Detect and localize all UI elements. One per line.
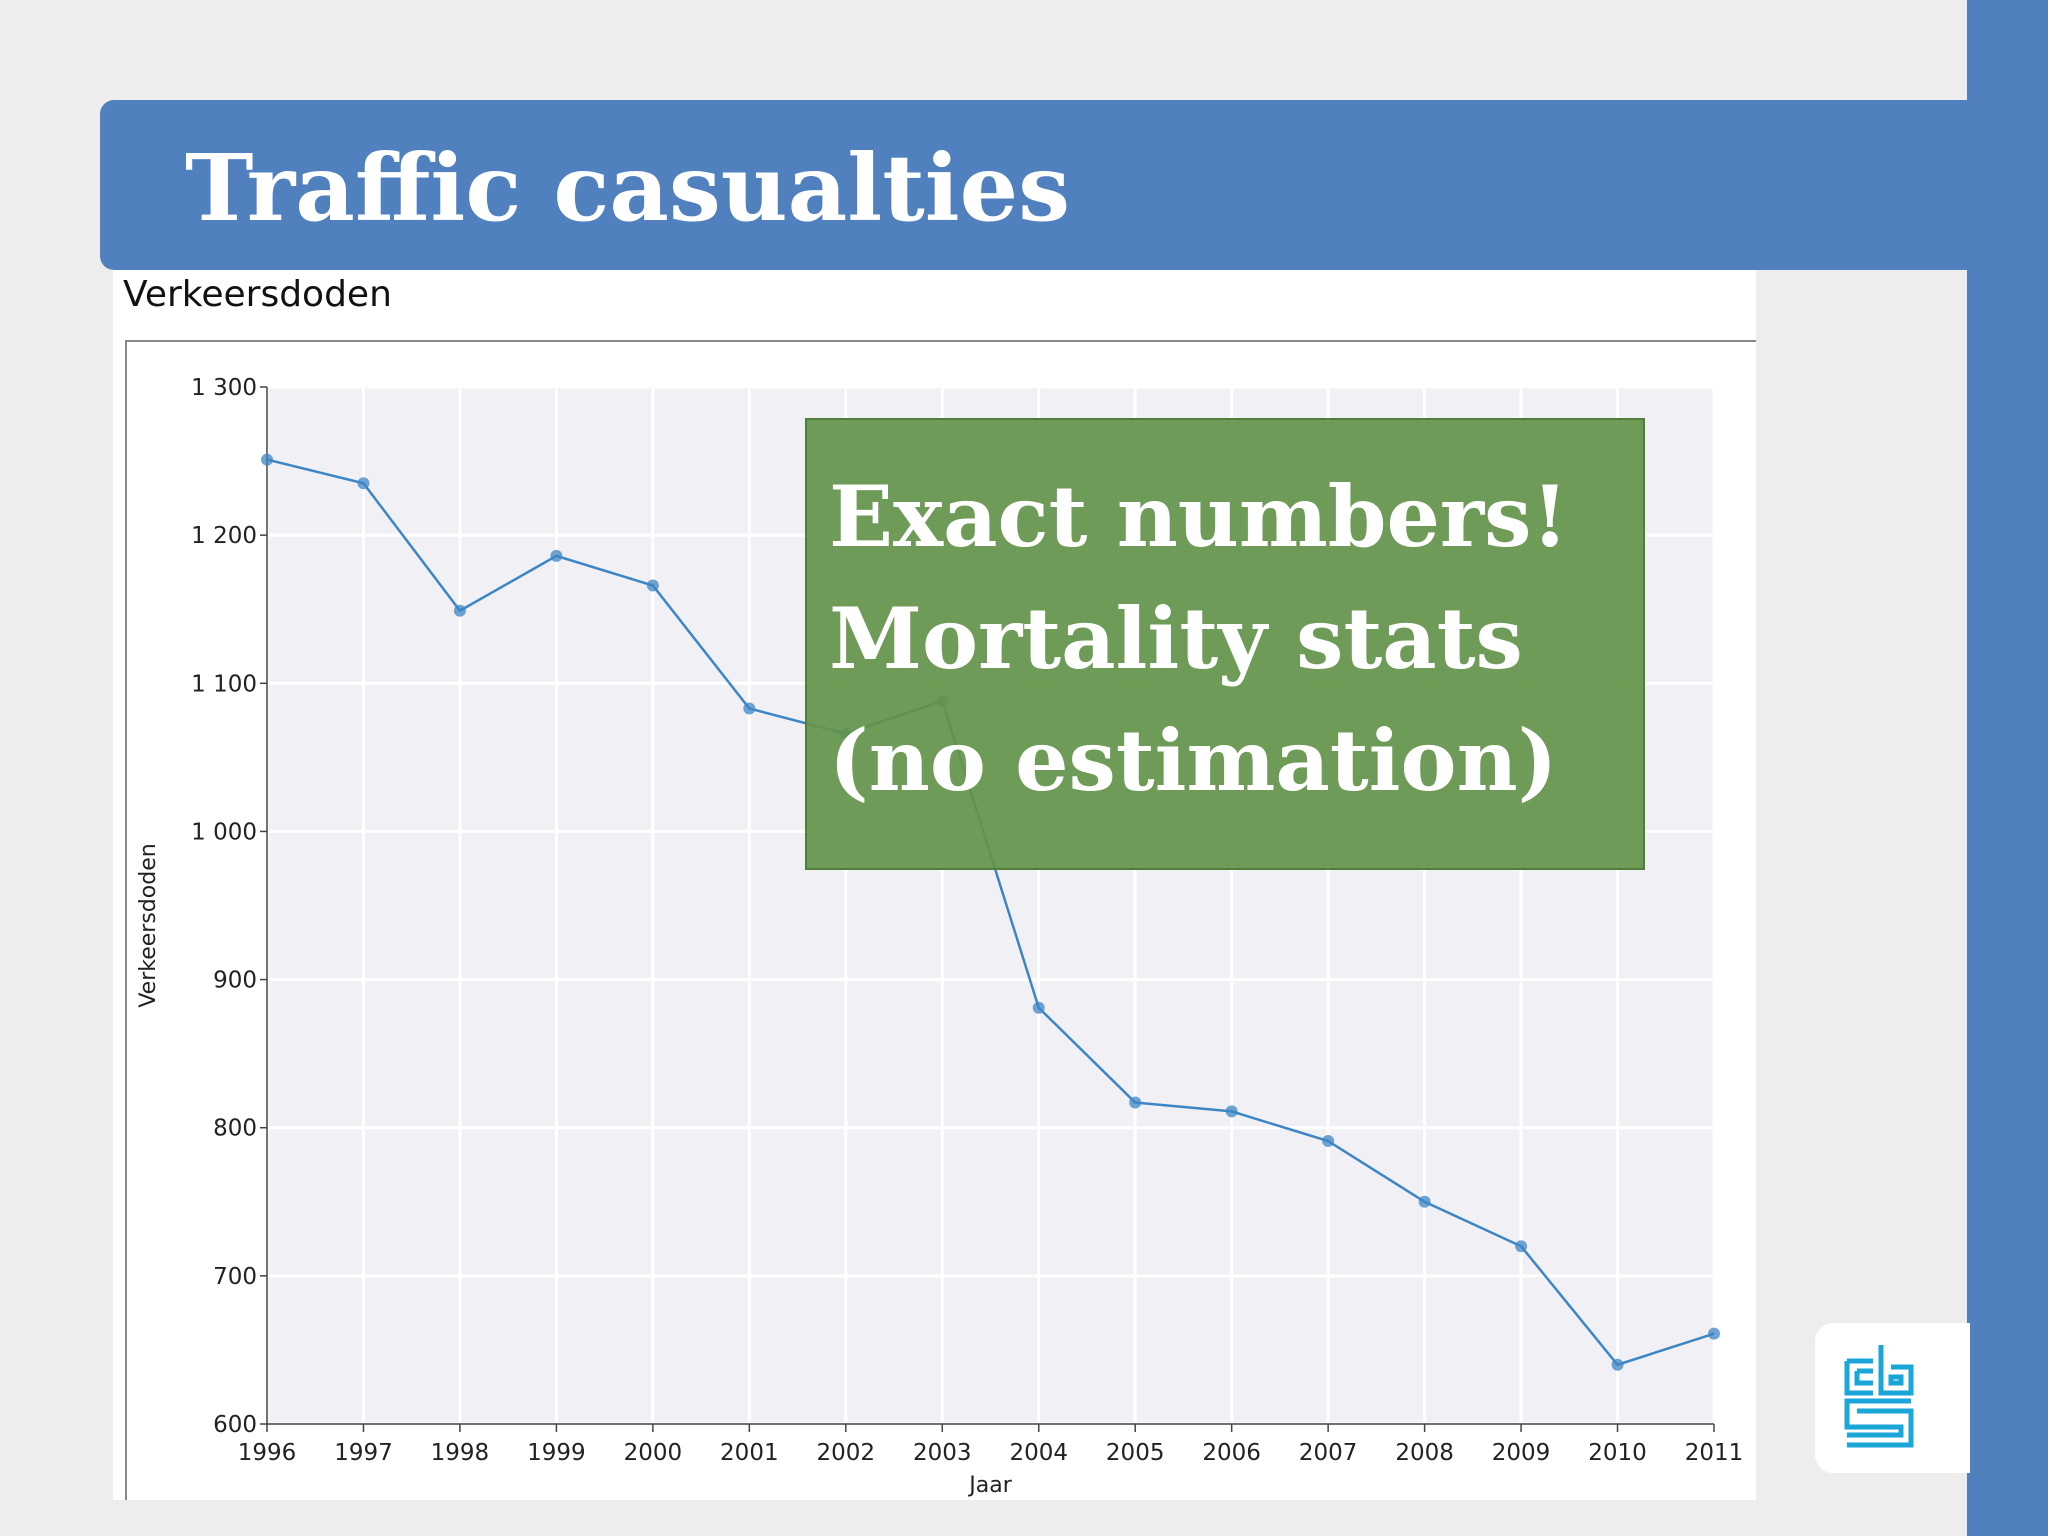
y-tick-label: 800: [213, 1116, 257, 1142]
data-point: [646, 579, 659, 592]
data-point: [1418, 1195, 1431, 1208]
x-tick-label: 1996: [238, 1440, 297, 1466]
x-tick-label: 2000: [624, 1440, 683, 1466]
data-point: [1708, 1327, 1720, 1340]
x-tick-label: 2007: [1299, 1440, 1358, 1466]
x-tick-label: 2008: [1395, 1440, 1454, 1466]
x-tick-label: 1999: [527, 1440, 586, 1466]
y-tick-label: 1 200: [191, 523, 257, 549]
chart-title: Verkeersdoden: [123, 274, 392, 315]
callout-line-1: Exact numbers!: [829, 467, 1569, 566]
data-point: [1322, 1135, 1335, 1148]
y-tick-label: 1 000: [191, 819, 257, 845]
x-tick-label: 2001: [720, 1440, 779, 1466]
y-tick-label: 600: [213, 1412, 257, 1438]
x-tick-label: 2004: [1009, 1440, 1068, 1466]
y-tick-label: 1 300: [191, 375, 257, 401]
data-point: [1611, 1358, 1624, 1371]
data-point: [261, 453, 273, 466]
callout-line-2: Mortality stats: [829, 589, 1523, 688]
cbs-logo-icon: [1844, 1345, 1914, 1448]
callout-line-3: (no estimation): [829, 711, 1558, 810]
data-point: [453, 604, 466, 617]
data-point: [1129, 1096, 1142, 1109]
axes: 600 700 800 900 1 000 1 100 1 200 1 300 1996 1997…: [191, 375, 1743, 1466]
x-tick-label: 2006: [1202, 1440, 1261, 1466]
data-point: [550, 549, 563, 562]
x-tick-label: 1997: [334, 1440, 393, 1466]
x-tick-label: 2005: [1106, 1440, 1165, 1466]
y-axis-label: Verkeersdoden: [136, 843, 161, 1007]
slide-title: Traffic casualties: [185, 134, 1071, 242]
y-tick-label: 700: [213, 1264, 257, 1290]
data-point: [1515, 1240, 1528, 1253]
x-tick-label: 2002: [817, 1440, 876, 1466]
x-tick-label: 2010: [1588, 1440, 1647, 1466]
x-tick-label: 2011: [1685, 1440, 1744, 1466]
logo-box: [1815, 1323, 1970, 1473]
y-tick-label: 900: [213, 968, 257, 994]
data-point: [743, 702, 756, 715]
callout-box: Exact numbers! Mortality stats (no estim…: [805, 418, 1645, 870]
data-point: [1032, 1001, 1045, 1014]
x-tick-label: 2009: [1492, 1440, 1551, 1466]
x-tick-label: 2003: [913, 1440, 972, 1466]
title-banner: Traffic casualties: [100, 100, 1967, 270]
axis-labels: Jaar Verkeersdoden: [136, 843, 1013, 1498]
data-point: [1225, 1105, 1238, 1118]
x-tick-label: 1998: [431, 1440, 490, 1466]
right-accent-bar: [1967, 0, 2048, 1536]
y-tick-label: 1 100: [191, 671, 257, 697]
x-axis-label: Jaar: [967, 1473, 1012, 1498]
data-point: [357, 477, 370, 490]
